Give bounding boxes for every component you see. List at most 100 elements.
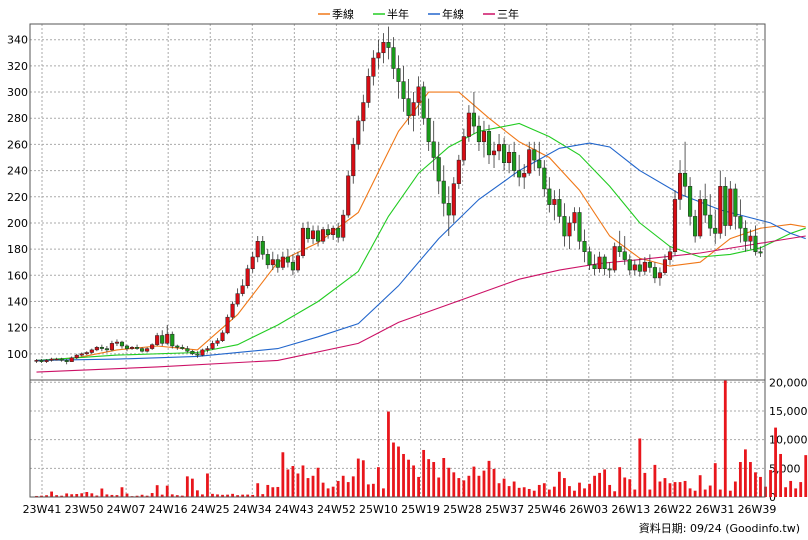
candle-body	[94, 347, 99, 351]
volume-bar	[201, 494, 204, 497]
x-tick-label: 25W37	[485, 503, 524, 516]
volume-bar	[658, 481, 662, 497]
candle-body	[683, 172, 688, 187]
volume-bar	[226, 494, 229, 497]
volume-bar	[150, 493, 154, 497]
moving-average-lines	[36, 91, 806, 373]
volume-bar	[321, 482, 325, 497]
chart-legend: 季線 半年 年線 三年	[318, 7, 519, 21]
candle-body	[34, 360, 39, 362]
candle-body	[406, 98, 411, 116]
volume-bar	[165, 485, 169, 497]
volume-bar	[75, 494, 79, 497]
volume-bar	[633, 489, 637, 497]
volume-bar	[723, 380, 727, 497]
volume-bar	[175, 495, 179, 497]
volume-bar	[85, 492, 89, 497]
candle-body	[587, 251, 592, 266]
candle-body	[351, 144, 356, 177]
volume-bar	[648, 489, 652, 497]
candle-body	[366, 76, 371, 103]
candle-body	[451, 183, 456, 216]
candle-body	[652, 267, 657, 279]
candle-body	[391, 47, 396, 69]
candle-body	[491, 150, 497, 156]
volume-bar	[542, 483, 546, 497]
footer: 資料日期: 09/24 (Goodinfo.tw)	[639, 520, 800, 536]
candle-body	[190, 350, 195, 355]
volume-bar	[744, 449, 747, 497]
volume-bar	[120, 487, 124, 497]
data-date: 資料日期: 09/24	[638, 522, 722, 535]
volume-bar	[568, 486, 571, 497]
candle-body	[361, 102, 366, 122]
candle-body	[703, 199, 708, 216]
candle-body	[215, 340, 220, 344]
candle-body	[688, 186, 693, 217]
volume-bar	[140, 494, 144, 497]
candle-body	[240, 285, 245, 294]
volume-bar	[236, 495, 240, 497]
volume-bar	[346, 482, 350, 497]
candle-body	[220, 332, 225, 341]
candle-body	[401, 81, 406, 99]
candle-body	[466, 112, 471, 137]
candle-body	[602, 256, 607, 269]
candle-body	[376, 52, 381, 59]
candle-body	[632, 264, 637, 271]
volume-bar	[628, 479, 632, 497]
candle-body	[300, 227, 306, 256]
price-tick-label: 260	[7, 138, 28, 151]
candle-body	[381, 42, 386, 54]
volume-bar	[779, 453, 782, 497]
volume-bar	[532, 490, 536, 497]
x-tick-label: 23W41	[23, 503, 62, 516]
volume-bar	[125, 493, 129, 497]
candle-body	[517, 170, 522, 178]
volume-bar	[573, 490, 576, 497]
volume-tick-label: 15,000	[769, 405, 808, 418]
price-tick-label: 140	[7, 295, 28, 308]
volume-bar	[618, 467, 622, 497]
price-tick-label: 200	[7, 217, 28, 230]
volume-bar	[251, 494, 255, 497]
candle-body	[446, 203, 451, 216]
volume-bar	[487, 460, 491, 497]
candle-body	[245, 268, 250, 287]
candle-body	[99, 347, 104, 349]
volume-bar	[437, 477, 441, 497]
volume-bar	[110, 494, 114, 497]
volume-bar	[578, 482, 581, 497]
volume-bar	[160, 494, 164, 497]
volume-bar	[351, 476, 355, 497]
candle-body	[185, 348, 190, 352]
ma-line-half	[36, 122, 806, 361]
volume-bar	[728, 490, 732, 497]
candle-body	[476, 125, 481, 143]
legend-label: 年線	[442, 7, 464, 21]
volume-bar	[95, 495, 99, 497]
candle-body	[481, 131, 487, 143]
price-tick-label: 180	[7, 243, 28, 256]
candle-body	[572, 212, 577, 224]
x-tick-label: 25W28	[443, 503, 482, 516]
volume-bar	[432, 462, 436, 497]
volume-bar	[512, 481, 516, 497]
candle-body	[497, 144, 502, 152]
volume-bar	[221, 494, 224, 497]
volume-bar	[482, 470, 486, 497]
volume-bar	[190, 478, 194, 497]
candlesticks	[34, 26, 763, 365]
volume-bar	[361, 460, 365, 497]
volume-bar	[799, 482, 803, 497]
volume-bar	[537, 484, 541, 497]
candle-body	[280, 256, 285, 268]
candle-body	[441, 180, 446, 204]
volume-bar	[738, 462, 742, 497]
candle-body	[331, 227, 336, 235]
volume-bar	[80, 493, 84, 497]
price-tick-label: 300	[7, 86, 28, 99]
candle-body	[145, 348, 150, 352]
volume-bar	[733, 481, 737, 497]
